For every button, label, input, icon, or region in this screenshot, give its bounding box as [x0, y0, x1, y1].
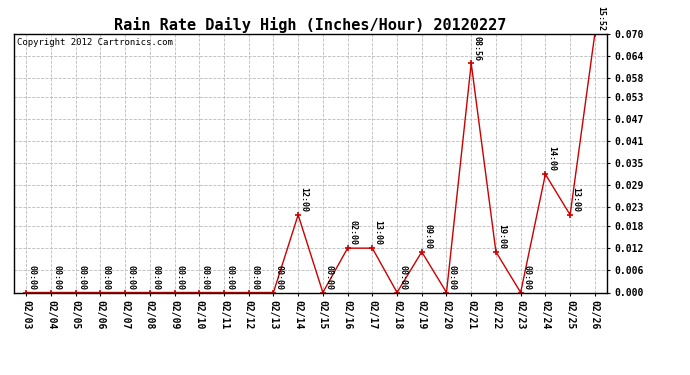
- Text: 09:00: 09:00: [423, 224, 432, 249]
- Text: Copyright 2012 Cartronics.com: Copyright 2012 Cartronics.com: [17, 38, 172, 46]
- Text: 02:00: 02:00: [349, 220, 358, 245]
- Text: 00:00: 00:00: [226, 265, 235, 290]
- Text: 00:00: 00:00: [126, 265, 135, 290]
- Text: 14:00: 14:00: [546, 146, 555, 171]
- Text: 00:00: 00:00: [448, 265, 457, 290]
- Text: 08:56: 08:56: [473, 36, 482, 60]
- Text: 12:00: 12:00: [299, 187, 308, 212]
- Text: 00:00: 00:00: [52, 265, 61, 290]
- Text: 13:00: 13:00: [374, 220, 383, 245]
- Text: 00:00: 00:00: [398, 265, 407, 290]
- Title: Rain Rate Daily High (Inches/Hour) 20120227: Rain Rate Daily High (Inches/Hour) 20120…: [115, 16, 506, 33]
- Text: 00:00: 00:00: [176, 265, 185, 290]
- Text: 00:00: 00:00: [275, 265, 284, 290]
- Text: 15:52: 15:52: [596, 6, 605, 31]
- Text: 00:00: 00:00: [522, 265, 531, 290]
- Text: 00:00: 00:00: [77, 265, 86, 290]
- Text: 00:00: 00:00: [250, 265, 259, 290]
- Text: 00:00: 00:00: [151, 265, 160, 290]
- Text: 00:00: 00:00: [28, 265, 37, 290]
- Text: 00:00: 00:00: [101, 265, 110, 290]
- Text: 00:00: 00:00: [324, 265, 333, 290]
- Text: 19:00: 19:00: [497, 224, 506, 249]
- Text: 13:00: 13:00: [571, 187, 580, 212]
- Text: 00:00: 00:00: [201, 265, 210, 290]
